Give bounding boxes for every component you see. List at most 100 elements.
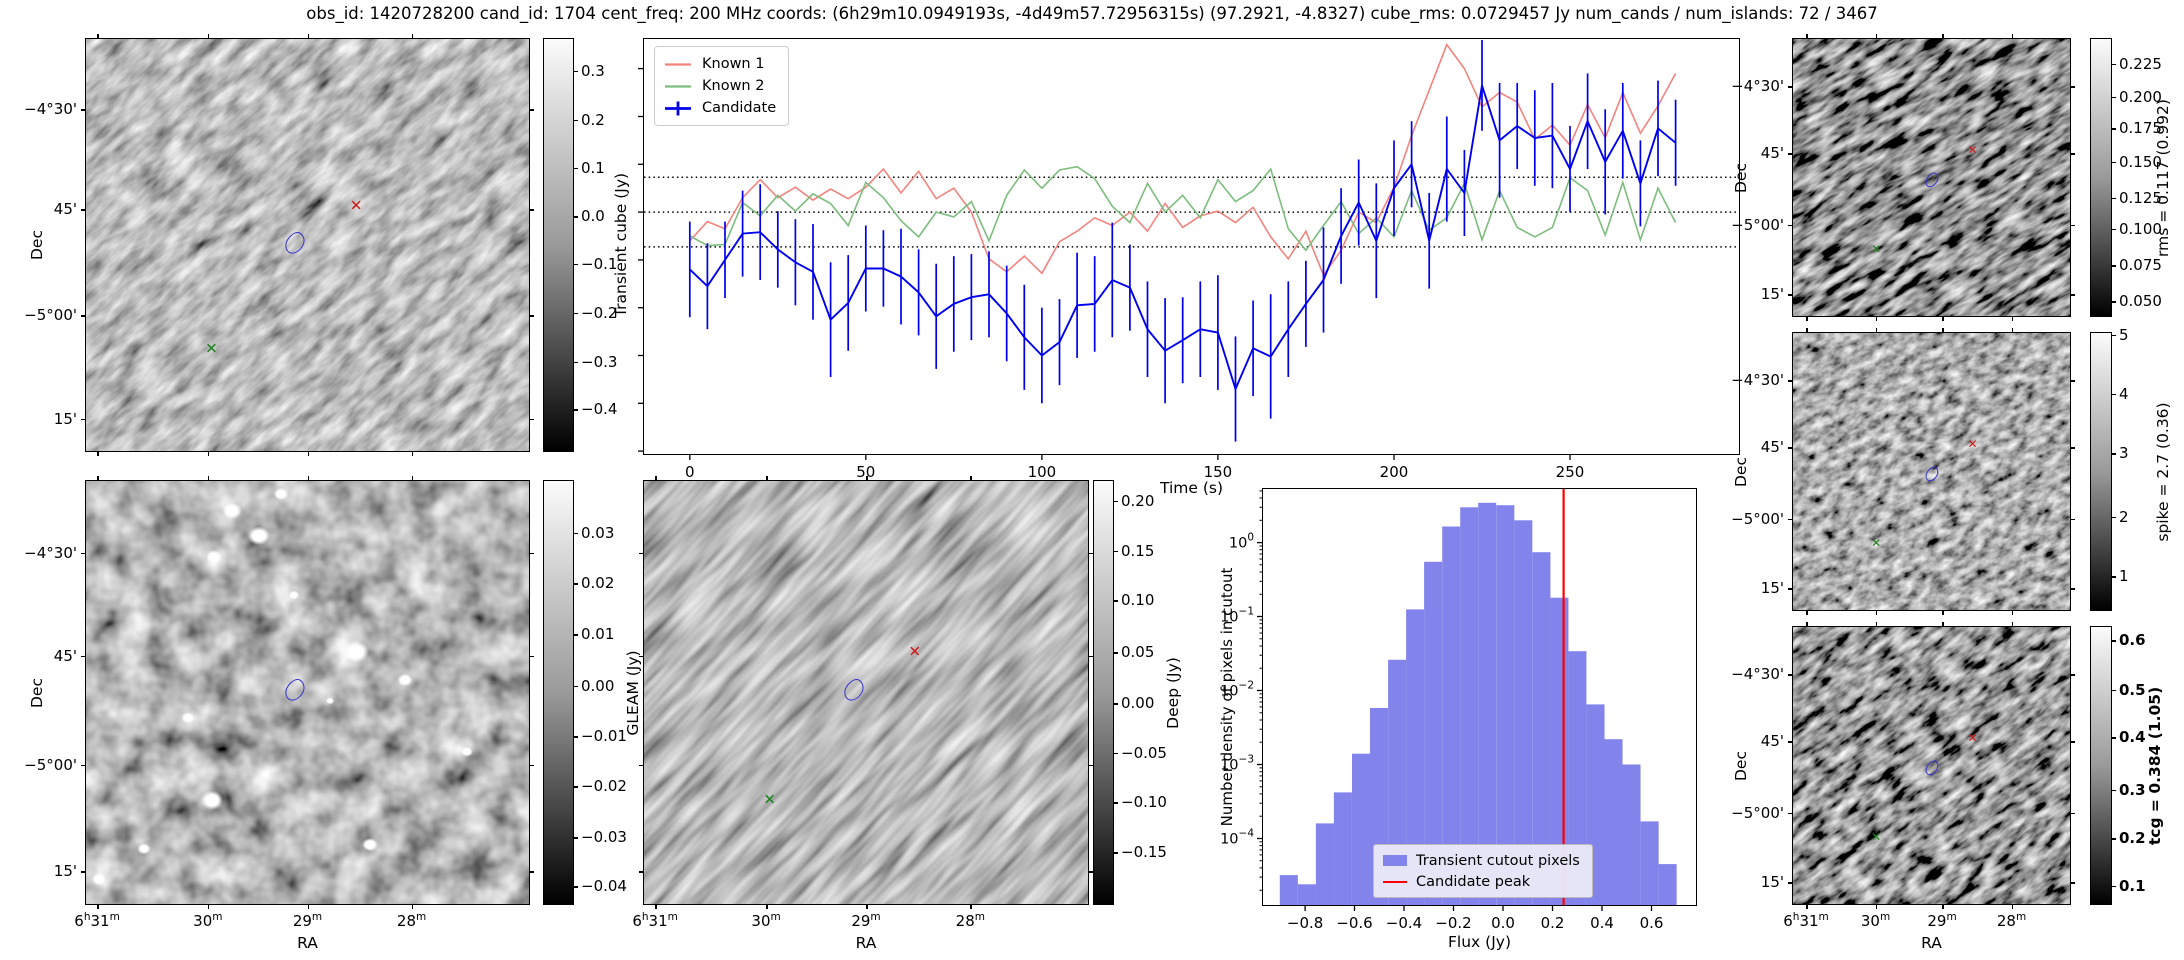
- ra-tick: [1806, 622, 1808, 627]
- svg-text:0.0: 0.0: [1491, 914, 1515, 932]
- dec-tick: [2070, 86, 2075, 88]
- dec-tick: [2070, 380, 2075, 382]
- dec-axis-label: Dec: [1732, 162, 1750, 193]
- legend-label: Candidate: [702, 100, 777, 116]
- dec-tick-label: −4°30': [24, 100, 77, 119]
- ra-tick: [2011, 610, 2014, 615]
- transient-colorbar-label: Transient cube (Jy): [612, 172, 630, 318]
- ra-tick: [766, 904, 768, 909]
- histogram-legend: Transient cutout pixels Candidate peak: [1373, 844, 1593, 898]
- colorbar-tick: [2111, 737, 2116, 739]
- ra-tick: [97, 904, 99, 909]
- colorbar-tick: [2111, 393, 2116, 396]
- rms-image: [1793, 39, 2070, 316]
- colorbar-tick-label: −0.10: [1121, 793, 1167, 812]
- dec-tick-label: 15': [53, 409, 77, 428]
- colorbar-tick: [2111, 516, 2116, 519]
- colorbar-tick: [573, 634, 578, 636]
- colorbar-tick: [2111, 96, 2116, 99]
- ra-tick-label: 30m: [1860, 911, 1891, 930]
- colorbar-tick: [573, 583, 578, 585]
- flux-histogram-panel: −0.8 −0.6 −0.4 −0.2 0.0 0.2 0.4 0.6 100 10−1 10−2 1…: [1218, 488, 1697, 951]
- transient-cube-cutout: Dec −4°30' 45' −5°00' 15' ✕ ✕: [24, 34, 534, 456]
- ra-tick-label: 28m: [955, 911, 985, 930]
- spike-image: [1793, 333, 2070, 610]
- bright-source-blob: [243, 523, 274, 549]
- colorbar-tick-label: 0.00: [581, 676, 615, 695]
- ra-tick: [970, 476, 972, 481]
- ra-tick: [97, 451, 99, 456]
- bright-source-blob: [287, 589, 302, 602]
- dec-axis-label: Dec: [1732, 750, 1750, 781]
- transient-cube-image: [86, 39, 529, 451]
- ra-tick: [866, 904, 868, 909]
- known2-line-icon: [665, 84, 691, 88]
- ra-tick: [1942, 622, 1944, 627]
- dec-tick-label: 15': [1760, 873, 1784, 892]
- dec-tick: [81, 764, 86, 767]
- bright-source-blob: [134, 841, 153, 857]
- colorbar-tick: [2111, 63, 2116, 66]
- dec-axis-label: Dec: [1732, 456, 1750, 487]
- dec-tick-label: 15': [53, 862, 77, 880]
- colorbar-tick: [1113, 752, 1118, 755]
- colorbar-tick: [573, 409, 578, 411]
- colorbar-tick: [2111, 576, 2116, 578]
- colorbar-tick: [1113, 703, 1118, 705]
- bright-source-blob: [178, 710, 197, 726]
- ra-axis-label: RA: [1921, 934, 1942, 952]
- dec-tick: [81, 209, 86, 211]
- ra-tick: [1942, 328, 1944, 333]
- known-source-red-x-marker: ✕: [349, 196, 363, 215]
- ra-tick: [411, 451, 414, 456]
- tcg-colorbar: tcg = 0.384 (1.05) 0.6 0.5 0.4 0.3 0.2 0.1: [2090, 626, 2164, 905]
- lightcurve-panel: 0 50 100 150 200 250 Known 1 Known 2 Candidat…: [638, 38, 1740, 497]
- dec-tick: [1788, 224, 1793, 227]
- transient-colorbar: Transient cube (Jy) 0.3 0.2 0.1 0.0 −0.1 −0.2…: [543, 38, 630, 452]
- spike-colorbar: spike = 2.7 (0.36) 5 4 3 2 1: [2090, 326, 2172, 611]
- colorbar-tick: [573, 312, 578, 315]
- colorbar-tick-label: 0.1: [581, 158, 605, 177]
- colorbar-tick: [2111, 334, 2116, 337]
- gleam-colorbar-label: GLEAM (Jy): [624, 649, 642, 736]
- svg-text:150: 150: [1204, 463, 1233, 481]
- svg-text:0: 0: [685, 463, 695, 481]
- ra-tick-label: 28m: [1996, 911, 2027, 930]
- ra-tick-label: 30m: [193, 911, 223, 930]
- colorbar-tick: [573, 886, 578, 888]
- dec-tick: [639, 655, 644, 658]
- colorbar-tick: [573, 216, 578, 218]
- spike-colorbar-label: spike = 2.7 (0.36): [2154, 401, 2172, 542]
- svg-text:−0.6: −0.6: [1336, 914, 1372, 932]
- ra-tick: [1942, 904, 1944, 909]
- ra-tick: [207, 904, 210, 909]
- dec-tick: [639, 871, 644, 873]
- ra-axis-label: RA: [297, 934, 318, 952]
- ra-tick: [1806, 316, 1808, 321]
- ra-tick: [307, 904, 309, 909]
- ra-tick-label: 6h31m: [74, 911, 120, 930]
- colorbar-tick: [573, 167, 578, 170]
- colorbar-tick-label: −0.3: [581, 352, 618, 371]
- colorbar-tick-label: 0.3: [581, 61, 605, 80]
- gleam-cutout: Dec RA −4°30'45'−5°00'15'6h31m30m29m28m✕…: [24, 476, 534, 952]
- svg-text:0.6: 0.6: [1640, 914, 1664, 932]
- legend-label: Known 1: [702, 56, 765, 72]
- dec-tick-label: −4°30': [1731, 665, 1784, 684]
- dec-tick-label: −5°00': [1731, 803, 1784, 822]
- ra-tick: [1806, 904, 1808, 909]
- dec-tick-label: −5°00': [1731, 215, 1784, 234]
- dec-tick: [2070, 224, 2075, 227]
- dec-tick: [2070, 447, 2075, 449]
- svg-text:100: 100: [1028, 463, 1057, 481]
- ra-tick: [307, 476, 309, 481]
- legend-item-cutout-pixels: Transient cutout pixels: [1383, 850, 1580, 871]
- spike-cutout: Dec −4°30' 45' −5°00' 15' ✕ ✕: [1731, 328, 2075, 615]
- ra-tick: [1875, 622, 1878, 627]
- ra-tick-label: 30m: [751, 911, 781, 930]
- dec-tick: [1088, 764, 1093, 767]
- dec-tick: [1788, 741, 1793, 743]
- flux-axis-label: Flux (Jy): [1448, 933, 1511, 951]
- dec-tick: [529, 871, 534, 873]
- ra-axis-label: RA: [855, 934, 877, 952]
